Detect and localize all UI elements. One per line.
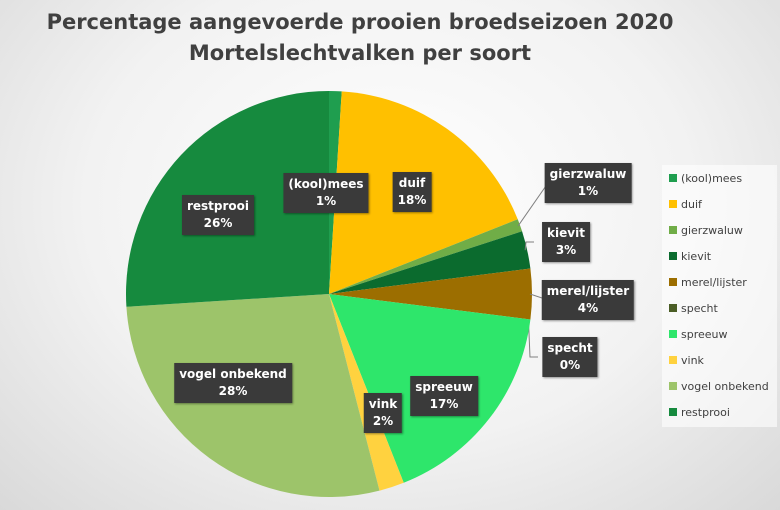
- legend-label: kievit: [681, 249, 712, 263]
- legend-item-specht: specht: [662, 295, 777, 321]
- data-label-value: 17%: [429, 397, 459, 411]
- data-label-value: 1%: [315, 194, 337, 208]
- data-label-vogel-onbekend: vogel onbekend 28%: [174, 363, 292, 403]
- legend-swatch: [669, 304, 677, 312]
- data-label-name: merel/lijster: [546, 284, 630, 298]
- data-label-name: kievit: [547, 226, 585, 240]
- legend-item-vink: vink: [662, 347, 777, 373]
- legend-label: vink: [681, 353, 704, 367]
- legend-label: merel/lijster: [681, 275, 747, 289]
- data-label-name: gierzwaluw: [549, 167, 627, 181]
- data-label-kool-mees: (kool)mees 1%: [283, 173, 369, 213]
- legend-label: specht: [681, 301, 718, 315]
- data-label-name: duif: [398, 176, 426, 190]
- legend-item-kool-mees: (kool)mees: [662, 165, 777, 191]
- legend-swatch: [669, 278, 677, 286]
- data-label-value: 4%: [577, 301, 599, 315]
- data-label-specht: specht 0%: [542, 337, 598, 377]
- chart-subtitle: Mortelslechtvalken per soort: [188, 41, 532, 65]
- legend-label: duif: [681, 197, 702, 211]
- data-label-name: (kool)mees: [288, 177, 364, 191]
- legend-swatch: [669, 174, 677, 182]
- data-label-vink: vink 2%: [363, 393, 403, 433]
- legend-swatch: [669, 252, 677, 260]
- data-label-kievit: kievit 3%: [542, 222, 590, 262]
- data-label-value: 26%: [203, 216, 233, 230]
- pie-slice-gierzwaluw: [329, 219, 523, 294]
- legend-item-spreeuw: spreeuw: [662, 321, 777, 347]
- pie-slice-vink: [329, 294, 404, 491]
- legend-swatch: [669, 330, 677, 338]
- data-label-gierzwaluw: gierzwaluw 1%: [544, 163, 632, 203]
- legend-swatch: [669, 226, 677, 234]
- legend: (kool)mees duif gierzwaluw kievit merel/lijs…: [662, 165, 777, 427]
- legend-swatch: [669, 356, 677, 364]
- data-label-value: 28%: [218, 384, 248, 398]
- legend-swatch: [669, 200, 677, 208]
- leader-line-specht: [527, 319, 538, 358]
- legend-label: gierzwaluw: [681, 223, 743, 237]
- legend-item-restprooi: restprooi: [662, 399, 777, 425]
- legend-item-merel-lijster: merel/lijster: [662, 269, 777, 295]
- data-label-name: spreeuw: [415, 380, 473, 394]
- legend-item-kievit: kievit: [662, 243, 777, 269]
- legend-swatch: [669, 382, 677, 390]
- data-label-name: restprooi: [186, 199, 250, 213]
- legend-swatch: [669, 408, 677, 416]
- data-label-name: vink: [368, 397, 398, 411]
- data-label-value: 3%: [555, 243, 577, 257]
- data-label-merel-lijster: merel/lijster 4%: [541, 280, 635, 320]
- legend-item-gierzwaluw: gierzwaluw: [662, 217, 777, 243]
- pie-slice-kievit: [329, 231, 531, 294]
- data-label-restprooi: restprooi 26%: [181, 195, 255, 235]
- pie-slice-merel-lijster: [329, 268, 532, 320]
- data-label-value: 0%: [559, 358, 581, 372]
- legend-label: spreeuw: [681, 327, 728, 341]
- chart-title: Percentage aangevoerde prooien broedseiz…: [46, 10, 674, 34]
- data-label-value: 2%: [372, 414, 394, 428]
- data-label-spreeuw: spreeuw 17%: [410, 376, 478, 416]
- leader-line-kievit: [524, 241, 534, 251]
- data-label-name: vogel onbekend: [179, 367, 287, 381]
- legend-label: restprooi: [681, 405, 730, 419]
- legend-label: (kool)mees: [681, 171, 743, 185]
- legend-item-duif: duif: [662, 191, 777, 217]
- data-label-duif: duif 18%: [392, 172, 432, 212]
- data-label-value: 18%: [397, 193, 427, 207]
- data-label-value: 1%: [577, 184, 599, 198]
- legend-label: vogel onbekend: [681, 379, 769, 393]
- data-label-name: specht: [547, 341, 593, 355]
- legend-item-vogel-onbekend: vogel onbekend: [662, 373, 777, 399]
